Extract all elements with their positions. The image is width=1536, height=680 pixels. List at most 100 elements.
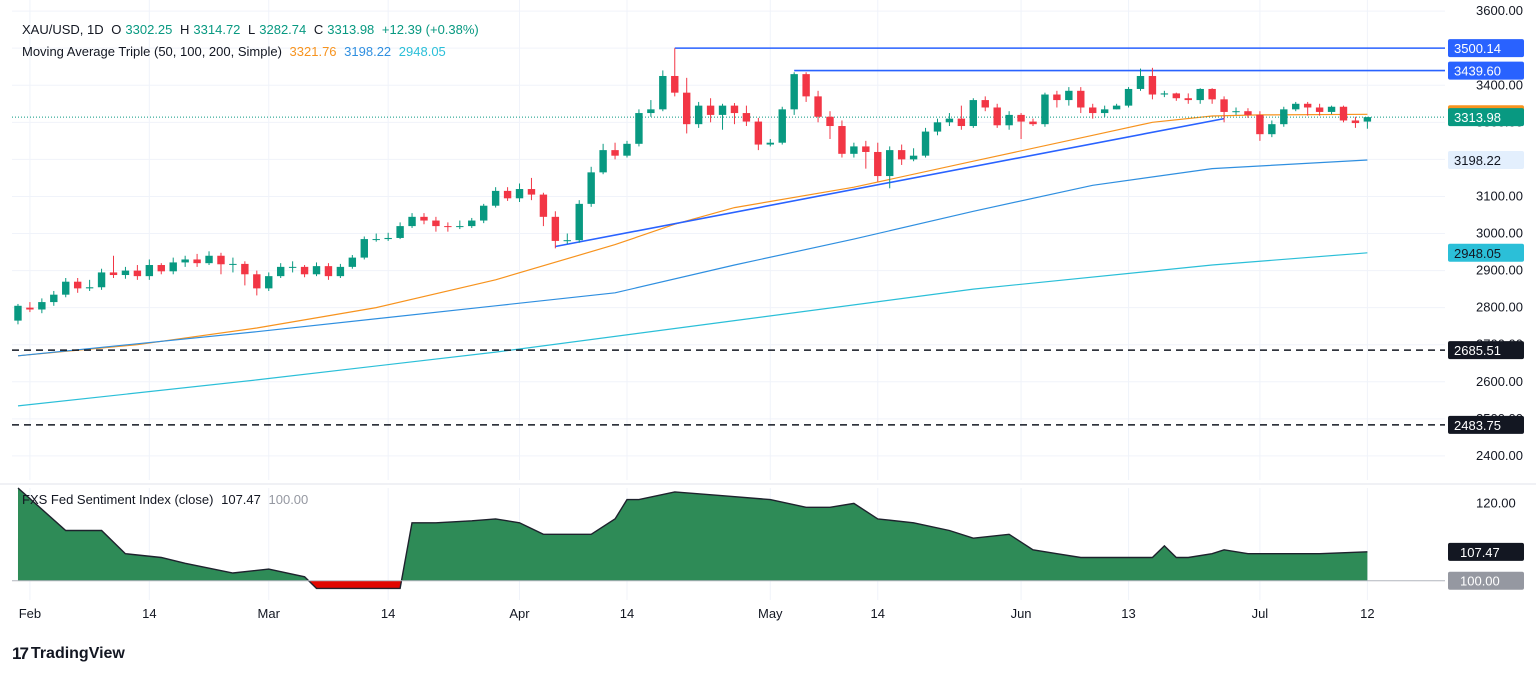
candle-body (1220, 99, 1228, 112)
ma-line-50 (17, 113, 1368, 357)
candle-body (1280, 109, 1288, 125)
candle-body (611, 150, 619, 156)
candle-body (527, 189, 536, 195)
tradingview-logo[interactable]: 17 TradingView (12, 644, 125, 664)
candle-body (539, 194, 548, 217)
indicator-baseline: 100.00 (268, 492, 309, 507)
candle-body (145, 265, 154, 277)
candle-body (420, 216, 428, 221)
candle-body (1160, 93, 1169, 95)
candle-body (348, 257, 357, 267)
indicator-y-tick-label: 120.00 (1476, 495, 1516, 510)
y-tick-label: 2800.00 (1476, 300, 1523, 315)
candle-body (599, 150, 607, 173)
candle-body (408, 216, 416, 227)
x-tick-label: Feb (19, 606, 41, 621)
ma50-value: 3321.76 (289, 44, 337, 59)
candle-body (933, 122, 942, 132)
candle-body (730, 105, 739, 114)
open-value: 3302.25 (125, 22, 173, 37)
last-price-badge-bg (1448, 108, 1524, 127)
candle-body (1005, 114, 1013, 126)
indicator-name: FXS Fed Sentiment Index (close) (22, 492, 214, 507)
candle-body (444, 226, 452, 228)
price-badge-2483: 2483.75 (1454, 418, 1501, 433)
candle-body (850, 146, 858, 154)
ma200-badge: 2948.05 (1454, 246, 1501, 261)
candle-body (384, 237, 392, 240)
candle-body (1315, 107, 1324, 112)
candle-body (253, 274, 261, 289)
candle-body (1124, 88, 1133, 106)
sentiment-area-positive (17, 488, 1368, 581)
candle-body (1184, 98, 1192, 101)
candle-body (503, 190, 512, 199)
candle-body (623, 143, 631, 156)
candle-body (85, 287, 94, 289)
y-tick-label: 2400.00 (1476, 448, 1523, 463)
candle-body (718, 105, 727, 115)
sentiment-area-negative (17, 580, 1368, 589)
candle-body (1029, 121, 1037, 125)
candle-body (205, 255, 213, 264)
candle-body (97, 272, 106, 288)
candle-body (814, 96, 822, 117)
last-price-badge: 3313.98 (1454, 110, 1501, 125)
x-tick-label: Jul (1252, 606, 1269, 621)
x-tick-label: 14 (620, 606, 634, 621)
candle-body (515, 189, 524, 199)
candle-body (1339, 106, 1348, 121)
candle-body (479, 205, 488, 221)
y-tick-label: 3100.00 (1476, 188, 1523, 203)
candle-body (969, 100, 978, 127)
x-tick-label: 14 (871, 606, 885, 621)
candle-body (802, 74, 810, 97)
candle-body (635, 113, 643, 144)
candle-body (790, 74, 798, 110)
candle-body (921, 131, 930, 156)
y-tick-label: 3400.00 (1476, 77, 1523, 92)
candle-body (1041, 94, 1049, 125)
price-badge-2685: 2685.51 (1454, 343, 1501, 358)
candle-body (1208, 88, 1216, 100)
candle-body (1303, 103, 1312, 108)
candle-body (1017, 114, 1025, 122)
candle-body (1112, 105, 1121, 110)
candle-body (432, 220, 440, 227)
candle-body (778, 109, 786, 143)
candle-body (312, 266, 321, 275)
candle-body (838, 126, 846, 154)
x-tick-label: May (758, 606, 783, 621)
candle-body (14, 305, 22, 321)
indicator-legend: FXS Fed Sentiment Index (close) 107.47 1… (22, 492, 312, 507)
price-badge-3500: 3500.14 (1454, 41, 1501, 56)
y-tick-label: 3600.00 (1476, 3, 1523, 18)
candle-body (1351, 120, 1360, 124)
candle-body (38, 302, 46, 310)
candle-body (1244, 111, 1252, 115)
candle-body (897, 150, 906, 160)
ma100-value: 3198.22 (344, 44, 392, 59)
candle-body (121, 270, 130, 276)
candle-body (754, 121, 763, 145)
close-value: 3313.98 (327, 22, 375, 37)
x-tick-label: 14 (381, 606, 395, 621)
y-tick-label: 2900.00 (1476, 263, 1523, 278)
candle-body (1172, 93, 1181, 99)
candle-body (706, 105, 715, 115)
ma100-badge: 3198.22 (1454, 153, 1501, 168)
low-label: L (248, 22, 256, 37)
ma-name: Moving Average Triple (50, 100, 200, Sim… (22, 44, 282, 59)
change-value: +12.39 (+0.38%) (381, 22, 479, 37)
x-tick-label: 14 (142, 606, 156, 621)
candle-body (1148, 75, 1157, 95)
candle-body (1053, 94, 1061, 101)
candle-body (683, 92, 691, 125)
candle-body (1100, 109, 1109, 114)
high-value: 3314.72 (193, 22, 241, 37)
candle-body (862, 146, 870, 152)
candle-body (62, 281, 70, 295)
x-tick-label: Mar (258, 606, 281, 621)
